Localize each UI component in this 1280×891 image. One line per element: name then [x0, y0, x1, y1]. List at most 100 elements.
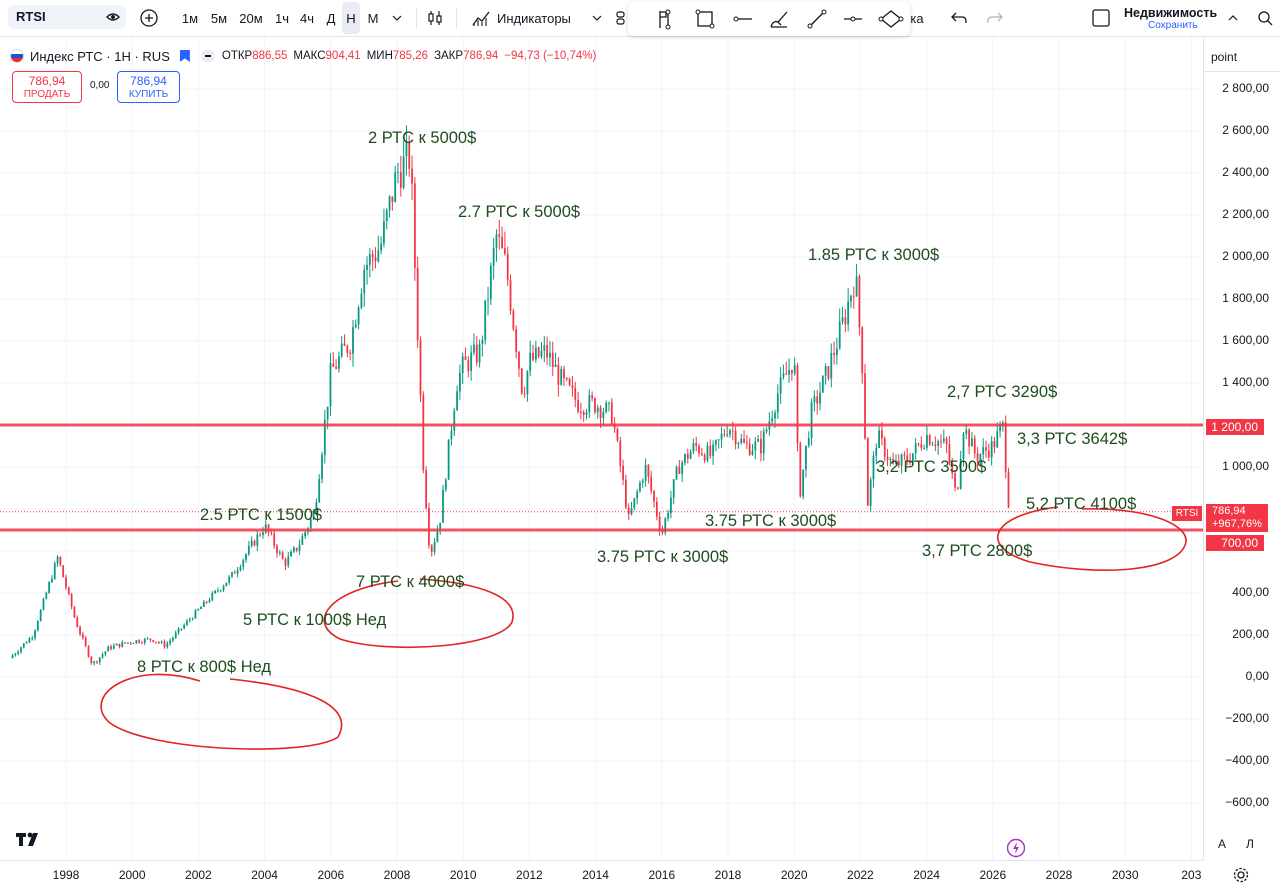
annotation-label[interactable]: 1.85 РТС к 3000$	[808, 246, 940, 264]
interval-button[interactable]: Н	[342, 2, 360, 34]
candle-body	[833, 353, 835, 355]
interval-button[interactable]: Д	[326, 10, 336, 26]
candle-body	[484, 300, 487, 340]
annotation-label[interactable]: 5 РТС к 1000$ Нед	[243, 611, 387, 629]
candle-body	[352, 327, 354, 354]
candle-body	[599, 407, 602, 418]
time-axis[interactable]	[0, 860, 1203, 891]
interval-button[interactable]: 1м	[181, 10, 199, 26]
annotation-label[interactable]: 3.75 РТС к 3000$	[705, 512, 837, 530]
time-axis-label: 1998	[52, 868, 80, 882]
chevron-down-icon[interactable]	[590, 11, 604, 25]
annotation-ellipse	[323, 578, 514, 649]
lightning-icon[interactable]	[1005, 837, 1027, 859]
price-unit-label[interactable]: point	[1211, 50, 1238, 64]
price-axis-label: −400,00	[1225, 753, 1269, 767]
candles-icon[interactable]	[424, 7, 446, 29]
candle-body	[582, 412, 585, 415]
annotation-label[interactable]: 2.5 РТС к 1500$	[200, 506, 323, 524]
candle-body	[650, 476, 653, 492]
price-axis[interactable]: point 2 800,00 2 600,00 2 400,00 2 200,00 2 …	[1203, 37, 1280, 860]
candle-body	[878, 430, 881, 448]
indicators-icon[interactable]	[470, 7, 492, 29]
rectangle-tool-icon[interactable]	[692, 6, 718, 32]
interval-button[interactable]: 4ч	[299, 10, 314, 26]
layout-icon[interactable]	[1090, 8, 1112, 28]
trend-line-icon[interactable]	[804, 6, 830, 32]
candle-body	[11, 655, 14, 659]
eye-icon[interactable]	[104, 8, 122, 26]
candle-body	[785, 373, 788, 375]
annotation-label[interactable]: 3,2 РТС 3500$	[876, 458, 987, 476]
candle-body	[363, 269, 366, 294]
interval-button[interactable]: 5м	[210, 10, 228, 26]
candle-body	[565, 378, 568, 380]
candle-body	[473, 344, 475, 353]
annotation-label[interactable]: 2,7 РТС 3290$	[947, 383, 1058, 401]
candle-body	[549, 352, 551, 358]
annotation-label[interactable]: 3,7 РТС 2800$	[922, 542, 1033, 560]
templates-icon[interactable]	[614, 8, 628, 28]
annotation-label[interactable]: 3,3 РТС 3642$	[1017, 430, 1128, 448]
candle-body	[633, 498, 636, 509]
candle-body	[104, 651, 107, 655]
brush-tool-icon[interactable]	[766, 6, 792, 32]
annotation-label[interactable]: 3.75 РТС к 3000$	[597, 548, 729, 566]
candle-body	[84, 637, 87, 646]
annotation-label[interactable]: 7 РТС к 4000$	[356, 573, 465, 591]
flag-tool-icon[interactable]	[654, 6, 680, 32]
horizontal-ray-icon[interactable]	[730, 6, 756, 32]
ellipse-tool-icon[interactable]	[876, 6, 906, 32]
candle-body	[740, 438, 743, 444]
buy-button[interactable]: 786,94 КУПИТЬ	[117, 71, 180, 103]
candle-body	[202, 601, 205, 607]
candle-body	[59, 556, 62, 566]
tradingview-logo-icon[interactable]	[14, 829, 46, 849]
annotation-label[interactable]: 2.7 РТС к 5000$	[458, 203, 581, 221]
candle-body	[996, 431, 999, 448]
candle-body	[67, 587, 70, 595]
candle-body	[520, 368, 523, 394]
chevron-down-icon[interactable]	[390, 11, 404, 25]
layout-name[interactable]: Недвижимость	[1124, 6, 1218, 20]
interval-button[interactable]: М	[367, 10, 379, 26]
candle-body	[934, 444, 937, 447]
annotation-label[interactable]: 8 РТС к 800$ Нед	[137, 658, 272, 676]
flag-marker-icon[interactable]	[179, 50, 190, 62]
interval-button[interactable]: 20м	[239, 10, 263, 26]
auto-scale-toggle[interactable]: A	[1218, 837, 1227, 851]
chevron-up-icon[interactable]	[1226, 11, 1240, 25]
candle-body	[470, 352, 473, 371]
annotation-label[interactable]: 2 РТС к 5000$	[368, 129, 477, 147]
sell-button[interactable]: 786,94 ПРОДАТЬ	[12, 71, 82, 103]
log-scale-toggle[interactable]: Л	[1246, 837, 1254, 851]
chart-pane[interactable]	[0, 37, 1203, 860]
symbol-search[interactable]: RTSI	[8, 5, 126, 29]
horizontal-line-icon[interactable]	[840, 6, 866, 32]
search-icon[interactable]	[1254, 7, 1276, 29]
undo-icon[interactable]	[948, 7, 970, 29]
candle-body	[917, 443, 920, 445]
candle-body	[56, 556, 59, 564]
candle-body	[754, 441, 757, 451]
save-status[interactable]: Сохранить	[1148, 20, 1198, 31]
candle-body	[627, 507, 630, 515]
drawing-toolbar	[628, 2, 910, 36]
time-axis-label: 2006	[317, 868, 345, 882]
low-value: 785,26	[392, 50, 429, 62]
plus-circle-icon[interactable]	[138, 7, 160, 29]
settings-icon[interactable]	[1230, 864, 1252, 886]
chart-canvas[interactable]	[0, 37, 1203, 860]
interval-button[interactable]: 1ч	[274, 10, 289, 26]
candle-body	[301, 536, 304, 545]
redo-icon[interactable]	[984, 7, 1006, 29]
annotation-label[interactable]: 5,2 РТС 4100$	[1026, 495, 1137, 513]
candle-body	[287, 556, 290, 566]
candle-body	[343, 343, 346, 346]
collapse-legend-icon[interactable]	[201, 50, 214, 62]
symbol-title[interactable]: Индекс РТС · 1Н · RUS	[30, 48, 170, 64]
candle-body	[402, 156, 405, 188]
candle-body	[436, 530, 439, 543]
indicators-button[interactable]: Индикаторы	[497, 10, 571, 26]
candle-body	[985, 447, 987, 451]
